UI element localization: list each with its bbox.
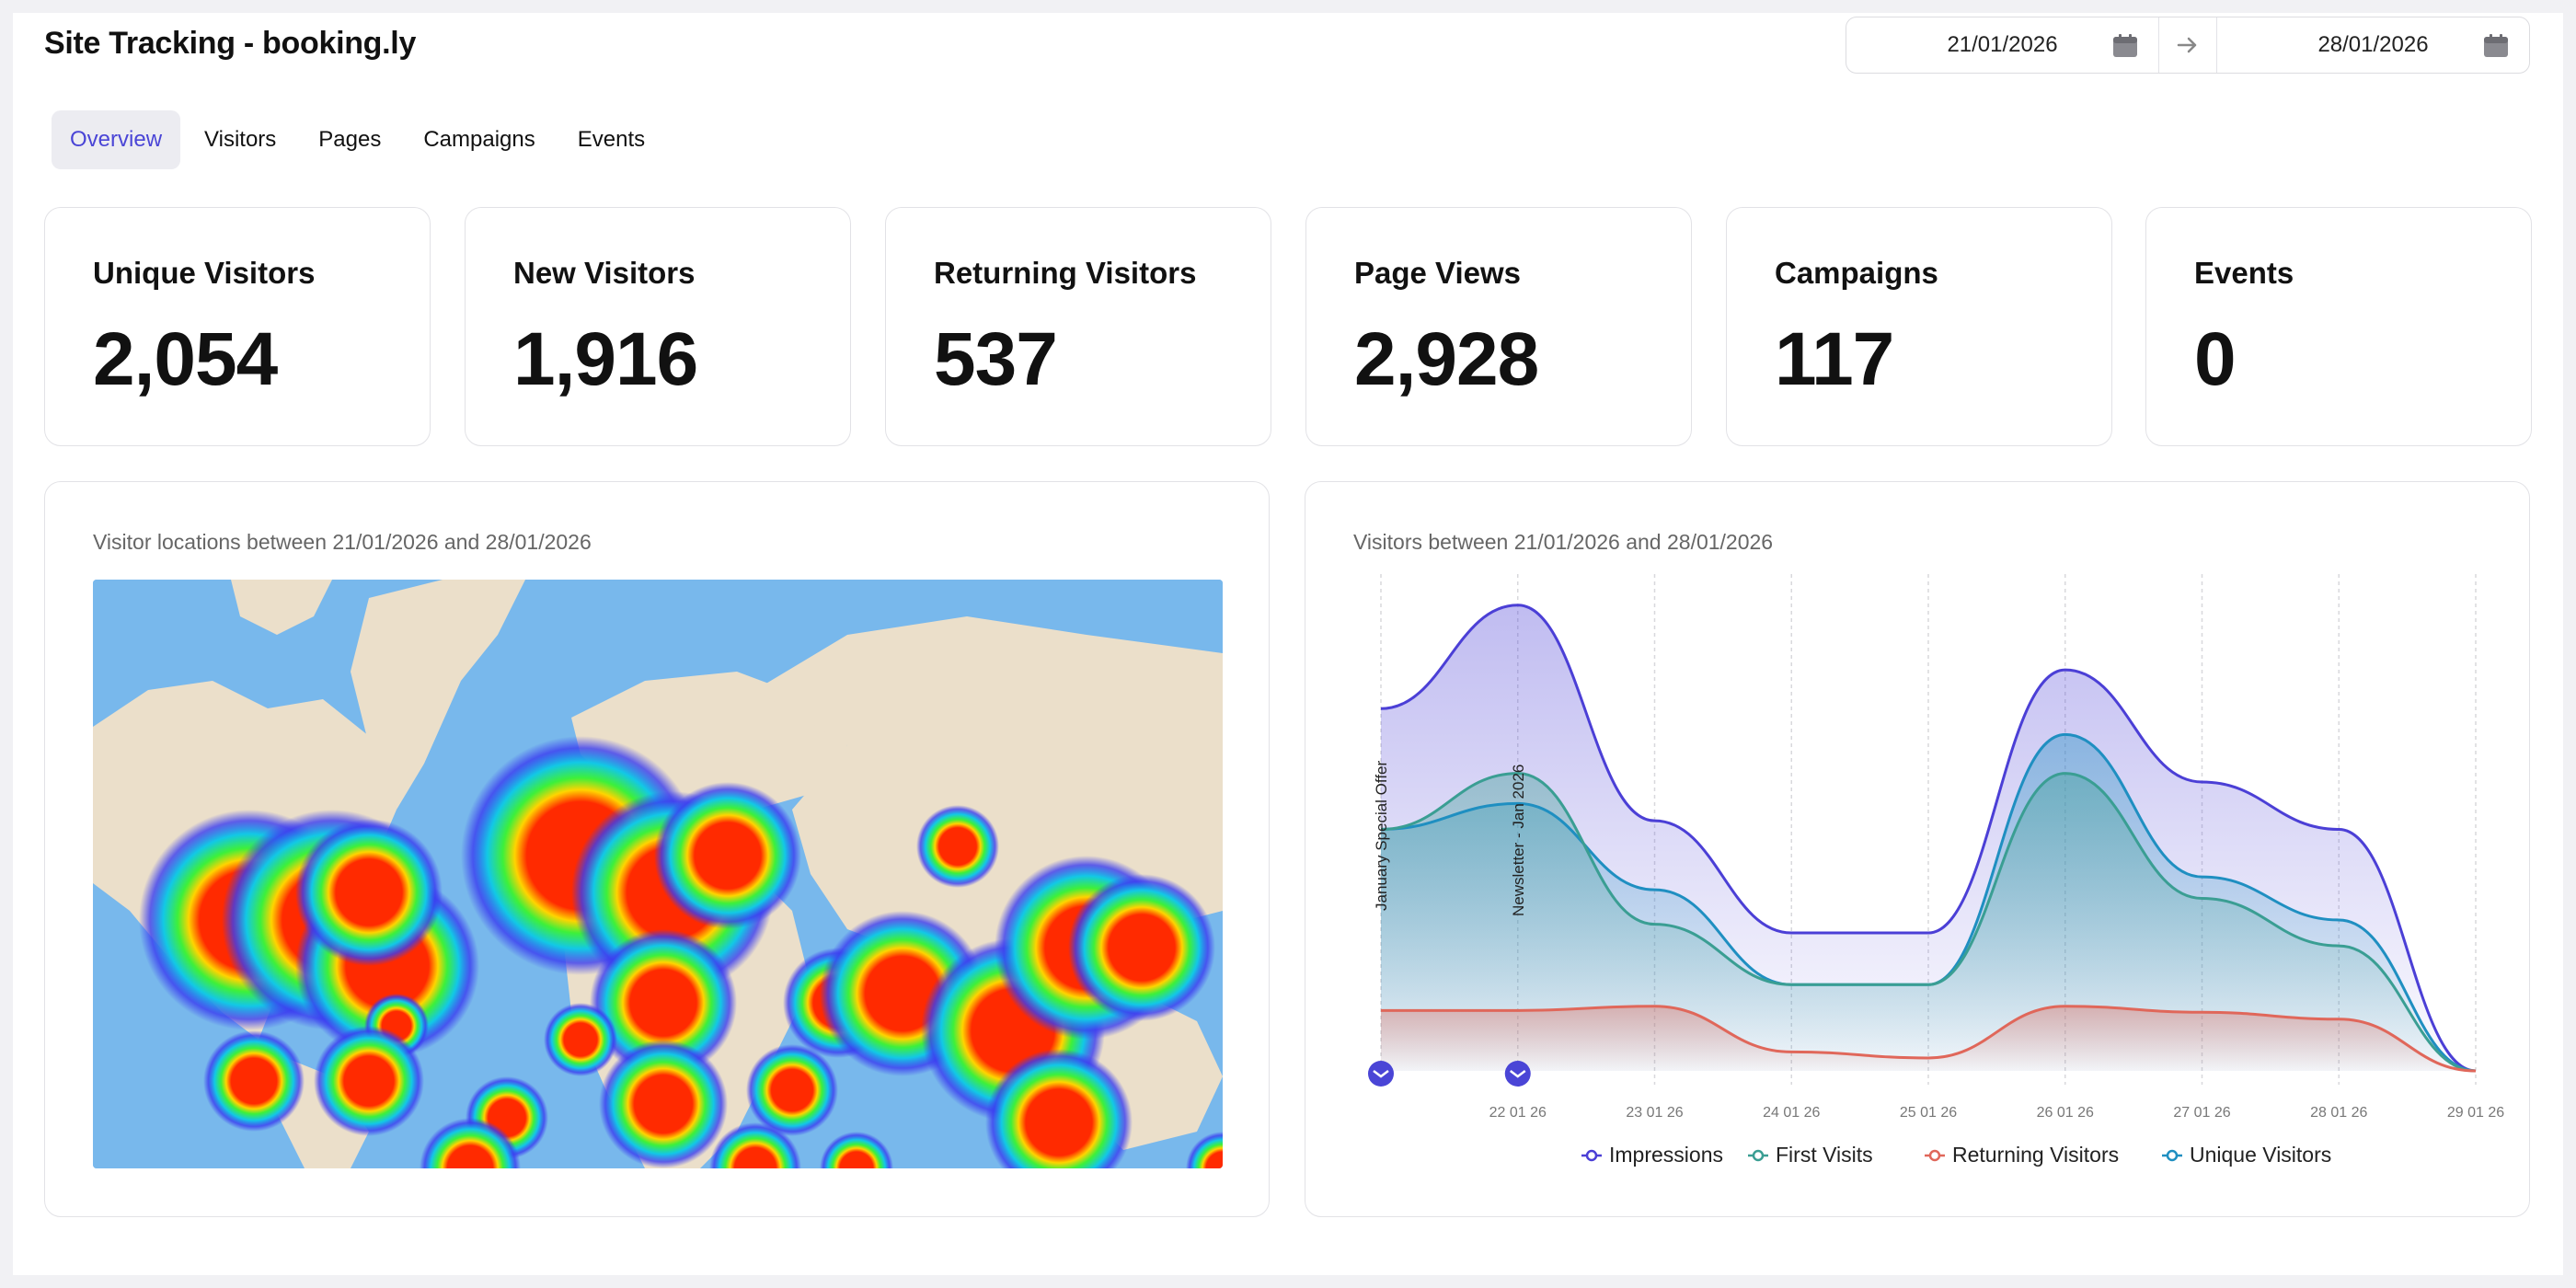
tab-events[interactable]: Events bbox=[577, 127, 646, 152]
stat-card-campaigns: Campaigns 117 bbox=[1726, 207, 2112, 446]
series-line-first-visits[interactable] bbox=[1380, 772, 2477, 1073]
stat-card-returning-visitors: Returning Visitors 537 bbox=[885, 207, 1271, 446]
tab-pages[interactable]: Pages bbox=[318, 127, 382, 152]
stat-value: 2,054 bbox=[93, 317, 278, 401]
legend-marker-icon bbox=[1928, 1149, 1941, 1162]
panel-title: Visitors between 21/01/2026 and 28/01/20… bbox=[1353, 530, 1774, 554]
stat-value: 1,916 bbox=[513, 317, 698, 401]
annotation-marker-icon[interactable] bbox=[1504, 1061, 1531, 1087]
series-line-returning-visitors[interactable] bbox=[1381, 1005, 2477, 1073]
visitor-locations-panel: Visitor locations between 21/01/2026 and… bbox=[44, 481, 1270, 1217]
legend-label[interactable]: First Visits bbox=[1776, 1143, 1873, 1167]
stat-value: 537 bbox=[934, 317, 1058, 401]
end-date-value: 28/01/2026 bbox=[2317, 32, 2429, 57]
tab-overview[interactable]: Overview bbox=[52, 110, 181, 169]
x-tick-label: 27 01 26 bbox=[2173, 1105, 2230, 1121]
legend-label[interactable]: Unique Visitors bbox=[2190, 1143, 2331, 1167]
annotation-marker-glyph bbox=[1373, 1070, 1389, 1078]
x-tick-label: 28 01 26 bbox=[2310, 1105, 2367, 1121]
visitors-chart-panel: Visitors between 21/01/2026 and 28/01/20… bbox=[1305, 481, 2530, 1217]
series-area-1 bbox=[1381, 773, 2476, 1071]
stat-value: 2,928 bbox=[1354, 317, 1539, 401]
stat-label: Page Views bbox=[1354, 256, 1522, 290]
x-tick-label: 24 01 26 bbox=[1763, 1105, 1820, 1121]
date-range-picker[interactable]: 21/01/2026 28/01/2026 bbox=[1846, 17, 2530, 74]
visitor-heatmap[interactable] bbox=[93, 580, 1223, 1168]
legend-label[interactable]: Returning Visitors bbox=[1952, 1143, 2119, 1167]
arrow-right-icon bbox=[2158, 17, 2217, 73]
stat-value: 117 bbox=[1775, 317, 1894, 401]
stat-label: Returning Visitors bbox=[934, 256, 1197, 290]
x-tick-label: 23 01 26 bbox=[1626, 1105, 1683, 1121]
stat-card-unique-visitors: Unique Visitors 2,054 bbox=[44, 207, 431, 446]
end-date-field[interactable]: 28/01/2026 bbox=[2217, 17, 2529, 73]
start-date-value: 21/01/2026 bbox=[1947, 32, 2058, 57]
stat-label: New Visitors bbox=[513, 256, 696, 290]
tab-visitors[interactable]: Visitors bbox=[204, 127, 277, 152]
annotation-marker-icon[interactable] bbox=[1368, 1061, 1394, 1087]
x-tick-label: 29 01 26 bbox=[2447, 1105, 2504, 1121]
annotation-label: Newsletter - Jan 2026 bbox=[1510, 765, 1527, 916]
tab-bar: Overview Visitors Pages Campaigns Events bbox=[52, 110, 669, 169]
stat-label: Unique Visitors bbox=[93, 256, 316, 290]
stat-card-new-visitors: New Visitors 1,916 bbox=[465, 207, 851, 446]
heat-spots bbox=[139, 736, 1223, 1168]
legend-marker-icon bbox=[1585, 1149, 1598, 1162]
series-line-impressions[interactable] bbox=[1380, 604, 2477, 1073]
legend-label[interactable]: Impressions bbox=[1609, 1143, 1723, 1167]
stat-value: 0 bbox=[2194, 317, 2237, 401]
tab-campaigns[interactable]: Campaigns bbox=[423, 127, 535, 152]
stat-card-events: Events 0 bbox=[2145, 207, 2532, 446]
page-title: Site Tracking - booking.ly bbox=[44, 26, 417, 61]
world-map bbox=[93, 580, 1223, 1168]
x-tick-label: 26 01 26 bbox=[2037, 1105, 2094, 1121]
chart-legend: Impressions First Visits Returning Visitor… bbox=[1581, 1143, 2331, 1167]
x-tick-label: 25 01 26 bbox=[1900, 1105, 1957, 1121]
panel-title: Visitor locations between 21/01/2026 and… bbox=[93, 530, 592, 554]
series-line-unique-visitors[interactable] bbox=[1380, 732, 2477, 1073]
visitors-area-chart[interactable]: 22 01 26 23 01 26 24 01 26 25 01 26 26 01 26… bbox=[1305, 482, 2529, 1218]
series-area-2 bbox=[1381, 1006, 2476, 1071]
calendar-icon[interactable] bbox=[2483, 34, 2509, 58]
annotation-marker-glyph bbox=[1510, 1070, 1526, 1078]
start-date-field[interactable]: 21/01/2026 bbox=[1846, 17, 2158, 73]
calendar-icon[interactable] bbox=[2112, 34, 2138, 58]
stat-label: Campaigns bbox=[1775, 256, 1938, 290]
legend-marker-icon bbox=[2166, 1149, 2179, 1162]
stat-card-page-views: Page Views 2,928 bbox=[1305, 207, 1692, 446]
stat-label: Events bbox=[2194, 256, 2294, 290]
legend-marker-icon bbox=[1752, 1149, 1765, 1162]
annotation-label: January Special Offer bbox=[1373, 761, 1390, 911]
x-tick-label: 22 01 26 bbox=[1489, 1105, 1547, 1121]
